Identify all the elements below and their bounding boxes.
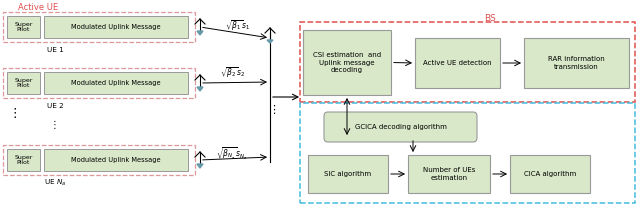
Text: Modulated Uplink Message: Modulated Uplink Message	[71, 157, 161, 163]
Text: Active UE: Active UE	[18, 3, 58, 12]
Bar	[300, 22, 635, 102]
Bar	[303, 30, 391, 95]
Text: BS: BS	[484, 14, 496, 23]
Text: ⋮: ⋮	[268, 105, 280, 115]
Bar	[510, 155, 590, 193]
Text: CICA algorithm: CICA algorithm	[524, 171, 576, 177]
Bar	[408, 155, 490, 193]
Bar	[415, 38, 500, 88]
Text: UE 2: UE 2	[47, 103, 63, 109]
Text: CSI estimation  and
Uplink message
decoding: CSI estimation and Uplink message decodi…	[313, 52, 381, 73]
Bar	[44, 16, 188, 38]
Bar	[44, 149, 188, 171]
Text: Modulated Uplink Message: Modulated Uplink Message	[71, 24, 161, 30]
Text: $\sqrt{\beta_2}s_2$: $\sqrt{\beta_2}s_2$	[220, 66, 245, 80]
Bar	[7, 16, 40, 38]
Text: $\sqrt{\beta_1}s_1$: $\sqrt{\beta_1}s_1$	[225, 19, 250, 33]
Text: Active UE detection: Active UE detection	[423, 60, 492, 66]
Polygon shape	[197, 31, 203, 35]
Text: $\sqrt{\beta_{N_a}}s_{N_a}$: $\sqrt{\beta_{N_a}}s_{N_a}$	[216, 146, 248, 162]
Bar	[524, 38, 629, 88]
Text: Super
Pilot: Super Pilot	[14, 22, 33, 32]
Text: SIC algorithm: SIC algorithm	[324, 171, 372, 177]
Text: Super
Pilot: Super Pilot	[14, 78, 33, 88]
Text: GCICA decoding algorithm: GCICA decoding algorithm	[355, 124, 447, 130]
Bar	[44, 72, 188, 94]
Bar	[300, 103, 635, 203]
Bar	[7, 72, 40, 94]
Text: ⋮: ⋮	[50, 120, 60, 130]
Bar	[308, 155, 388, 193]
Bar	[3, 68, 195, 98]
Polygon shape	[197, 87, 203, 91]
Bar	[3, 145, 195, 175]
Text: UE $N_a$: UE $N_a$	[44, 178, 66, 188]
Text: UE 1: UE 1	[47, 47, 63, 53]
Text: Number of UEs
estimation: Number of UEs estimation	[423, 167, 475, 181]
Text: ⋮: ⋮	[9, 107, 21, 120]
Bar	[7, 149, 40, 171]
Polygon shape	[197, 164, 203, 168]
Polygon shape	[267, 40, 273, 43]
Bar	[269, 30, 271, 165]
FancyBboxPatch shape	[324, 112, 477, 142]
Text: Super
Pilot: Super Pilot	[14, 155, 33, 165]
Bar	[3, 12, 195, 42]
Text: Modulated Uplink Message: Modulated Uplink Message	[71, 80, 161, 86]
Text: RAR information
transmission: RAR information transmission	[548, 56, 605, 70]
